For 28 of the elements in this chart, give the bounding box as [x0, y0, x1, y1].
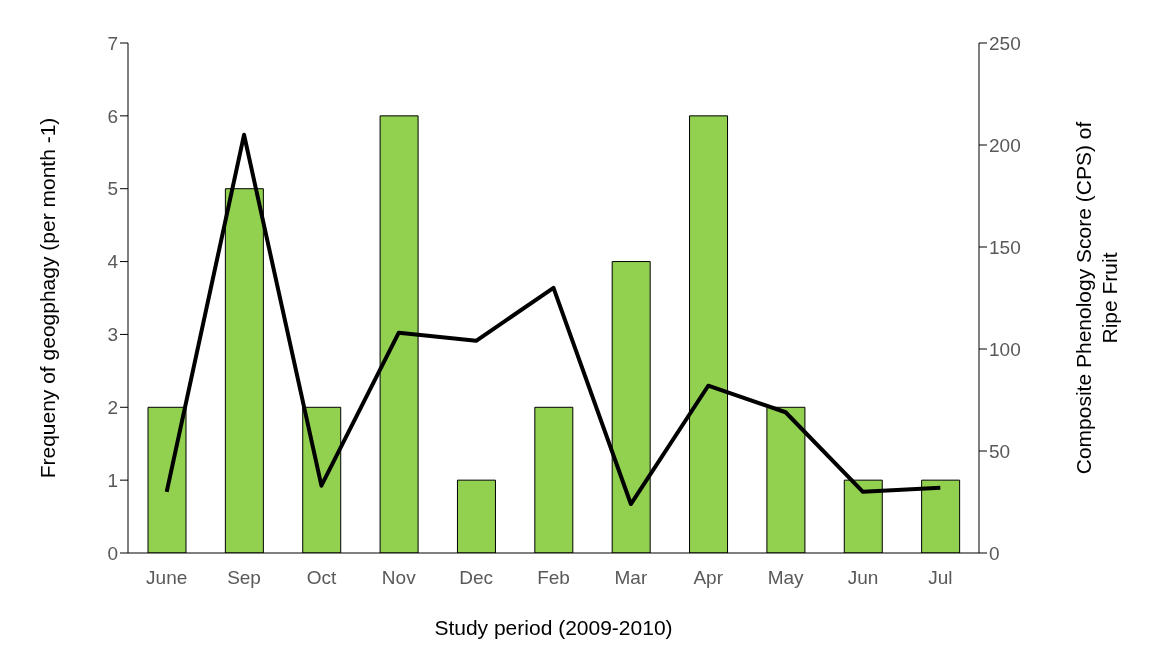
x-tick-label: Mar [614, 567, 648, 589]
y-tick-label: 0 [107, 542, 118, 564]
y-tick-label: 1 [107, 469, 118, 491]
y-tick-label: 4 [107, 251, 119, 273]
x-tick-label: Jul [928, 567, 953, 589]
y-tick-label: 7 [107, 32, 118, 54]
y-tick-label: 5 [107, 178, 118, 200]
x-tick-label: Apr [693, 567, 724, 589]
x-axis-title: Study period (2009-2010) [434, 616, 673, 639]
y2-tick-label: 0 [989, 542, 1000, 564]
y-tick-label: 3 [107, 324, 118, 346]
y2-tick-label: 100 [989, 338, 1021, 360]
y-axis-title: Frequeny of geogphagy (per month -1) [36, 117, 60, 479]
x-tick-label: June [146, 567, 188, 589]
x-tick-label: May [767, 567, 805, 589]
y2-tick-label: 200 [989, 134, 1021, 156]
x-tick-label: Sep [227, 567, 261, 589]
y2-tick-label: 150 [989, 236, 1021, 258]
x-tick-label: Oct [306, 567, 337, 589]
x-tick-label: Feb [537, 567, 570, 589]
y-tick-label: 2 [107, 397, 118, 419]
x-tick-label: Nov [381, 567, 417, 589]
y-tick-label: 6 [107, 105, 118, 127]
y2-tick-label: 50 [989, 440, 1011, 462]
x-tick-label: Dec [459, 567, 494, 589]
x-tick-label: Jun [847, 567, 879, 589]
y2-tick-label: 250 [989, 32, 1021, 54]
y2-axis-title: Composite Phenology Score (CPS) of Ripe Fruit [1072, 121, 1121, 475]
